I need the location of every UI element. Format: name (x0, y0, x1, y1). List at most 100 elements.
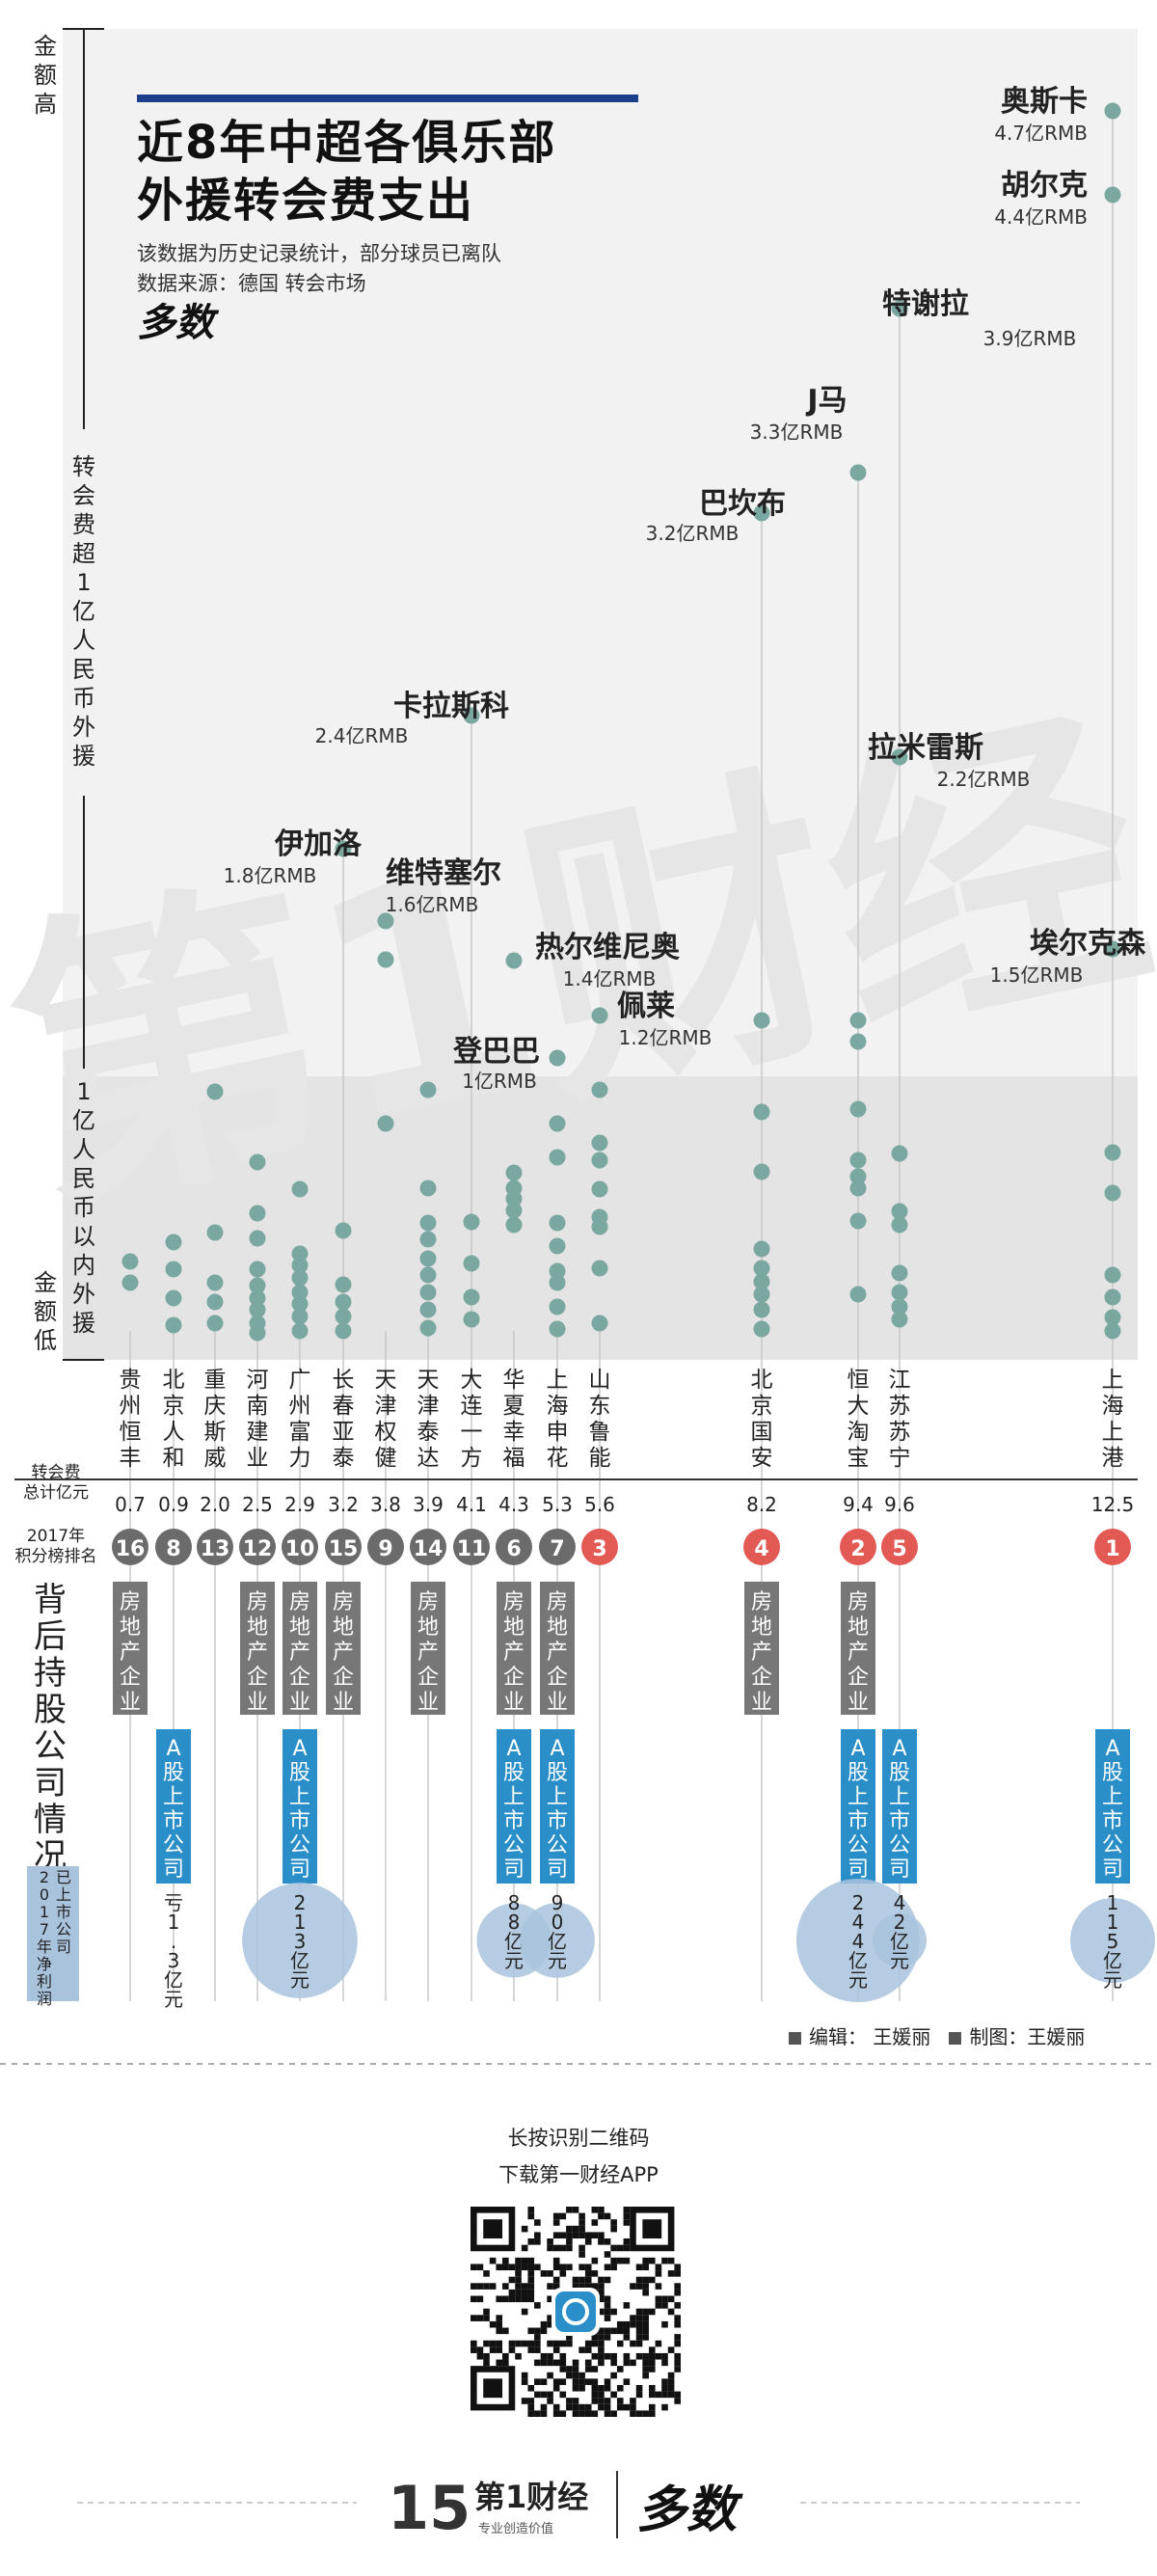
player-dot (549, 1298, 566, 1315)
credits: 编辑： 王媛丽 制图：王媛丽 (789, 2021, 1085, 2049)
svg-text:费: 费 (72, 511, 95, 538)
svg-text:宝: 宝 (848, 1446, 870, 1471)
svg-text:多数: 多数 (137, 301, 220, 345)
star-name: 胡尔克 (1001, 169, 1088, 203)
svg-text:宁: 宁 (889, 1446, 911, 1471)
svg-text:地: 地 (848, 1615, 869, 1640)
svg-text:A: A (850, 1737, 865, 1761)
svg-text:津: 津 (375, 1394, 397, 1419)
real-estate-badge (841, 1582, 875, 1715)
svg-text:背: 背 (34, 1581, 67, 1619)
svg-text:9: 9 (552, 1891, 564, 1914)
page-title-line2: 外援转会费支出 (137, 174, 475, 228)
svg-text:亿: 亿 (1103, 1949, 1122, 1972)
player-dot (753, 1012, 770, 1029)
player-dot (419, 1180, 437, 1197)
svg-text:2: 2 (894, 1911, 906, 1934)
svg-text:亿: 亿 (504, 1930, 524, 1953)
rank-number: 10 (285, 1537, 315, 1561)
svg-text:业: 业 (289, 1691, 310, 1715)
svg-text:连: 连 (461, 1394, 483, 1419)
svg-text:内: 内 (72, 1252, 95, 1279)
rank-number: 9 (378, 1537, 392, 1561)
svg-text:南: 南 (247, 1394, 269, 1419)
svg-text:地: 地 (120, 1615, 141, 1640)
total-fee: 8.2 (746, 1493, 777, 1516)
svg-text:一: 一 (461, 1420, 483, 1445)
player-dot (891, 748, 908, 766)
svg-text:已: 已 (56, 1868, 71, 1886)
total-fee: 9.4 (843, 1493, 874, 1516)
player-dot (849, 1012, 867, 1029)
svg-text:河: 河 (247, 1368, 269, 1393)
svg-text:元: 元 (164, 1988, 183, 2011)
svg-text:企: 企 (503, 1666, 525, 1690)
real-estate-badge (411, 1582, 445, 1715)
svg-text:人: 人 (72, 627, 95, 654)
svg-text:业: 业 (247, 1446, 269, 1471)
star-name: 维特塞尔 (386, 856, 501, 890)
player-dot (549, 1214, 566, 1232)
profit-label: 亏1.3亿元 (164, 1891, 183, 2011)
footer-logos: 15 第1财经 专业创造价值 多数 (77, 2471, 1080, 2543)
qr-code[interactable] (471, 2207, 681, 2417)
player-dot (891, 1298, 908, 1315)
star-name: 伊加洛 (274, 827, 363, 861)
svg-text:市: 市 (163, 1809, 184, 1833)
svg-text:泰: 泰 (333, 1446, 355, 1471)
svg-text:市: 市 (503, 1809, 525, 1833)
svg-text:后: 后 (34, 1617, 67, 1656)
svg-text:泰: 泰 (417, 1420, 440, 1445)
svg-text:公: 公 (503, 1833, 525, 1857)
svg-text:国: 国 (751, 1420, 773, 1445)
title-accent-bar (137, 95, 638, 102)
player-dot (1104, 1309, 1121, 1326)
player-dot (849, 1286, 867, 1303)
rank-number: 1 (1105, 1537, 1119, 1561)
y-axis-bottom-label: 金额低 (34, 1269, 57, 1354)
player-dot (753, 1273, 770, 1290)
svg-text:1: 1 (294, 1911, 307, 1934)
rank-badge (881, 1529, 918, 1565)
player-dot (206, 1315, 224, 1332)
rank-row: 16 8 13 12 10 15 9 14 11 6 7 3 4 2 5 1 (112, 1529, 1131, 1565)
svg-text:产: 产 (289, 1641, 310, 1665)
svg-text:东: 东 (589, 1394, 611, 1419)
svg-text:苏: 苏 (889, 1394, 911, 1419)
player-dot (419, 1214, 437, 1232)
svg-text:房: 房 (503, 1590, 525, 1614)
total-fee: 4.3 (498, 1493, 529, 1516)
svg-text:业: 业 (751, 1691, 772, 1715)
player-dot (891, 1203, 908, 1220)
page-title-line1: 近8年中超各俱乐部 (137, 116, 557, 170)
svg-text:淘: 淘 (848, 1420, 870, 1445)
svg-text:亿: 亿 (548, 1930, 567, 1953)
svg-text:公: 公 (163, 1833, 184, 1857)
svg-text:上: 上 (289, 1785, 310, 1809)
player-dot (849, 1152, 867, 1169)
svg-text:援: 援 (72, 743, 95, 770)
svg-text:房: 房 (289, 1590, 310, 1614)
svg-text:华: 华 (503, 1368, 525, 1393)
svg-text:上: 上 (848, 1785, 869, 1809)
player-dot (249, 1324, 266, 1342)
svg-text:斯: 斯 (204, 1420, 227, 1445)
player-dot (591, 1007, 608, 1024)
player-dot (549, 1320, 566, 1338)
svg-text:房: 房 (247, 1590, 268, 1614)
